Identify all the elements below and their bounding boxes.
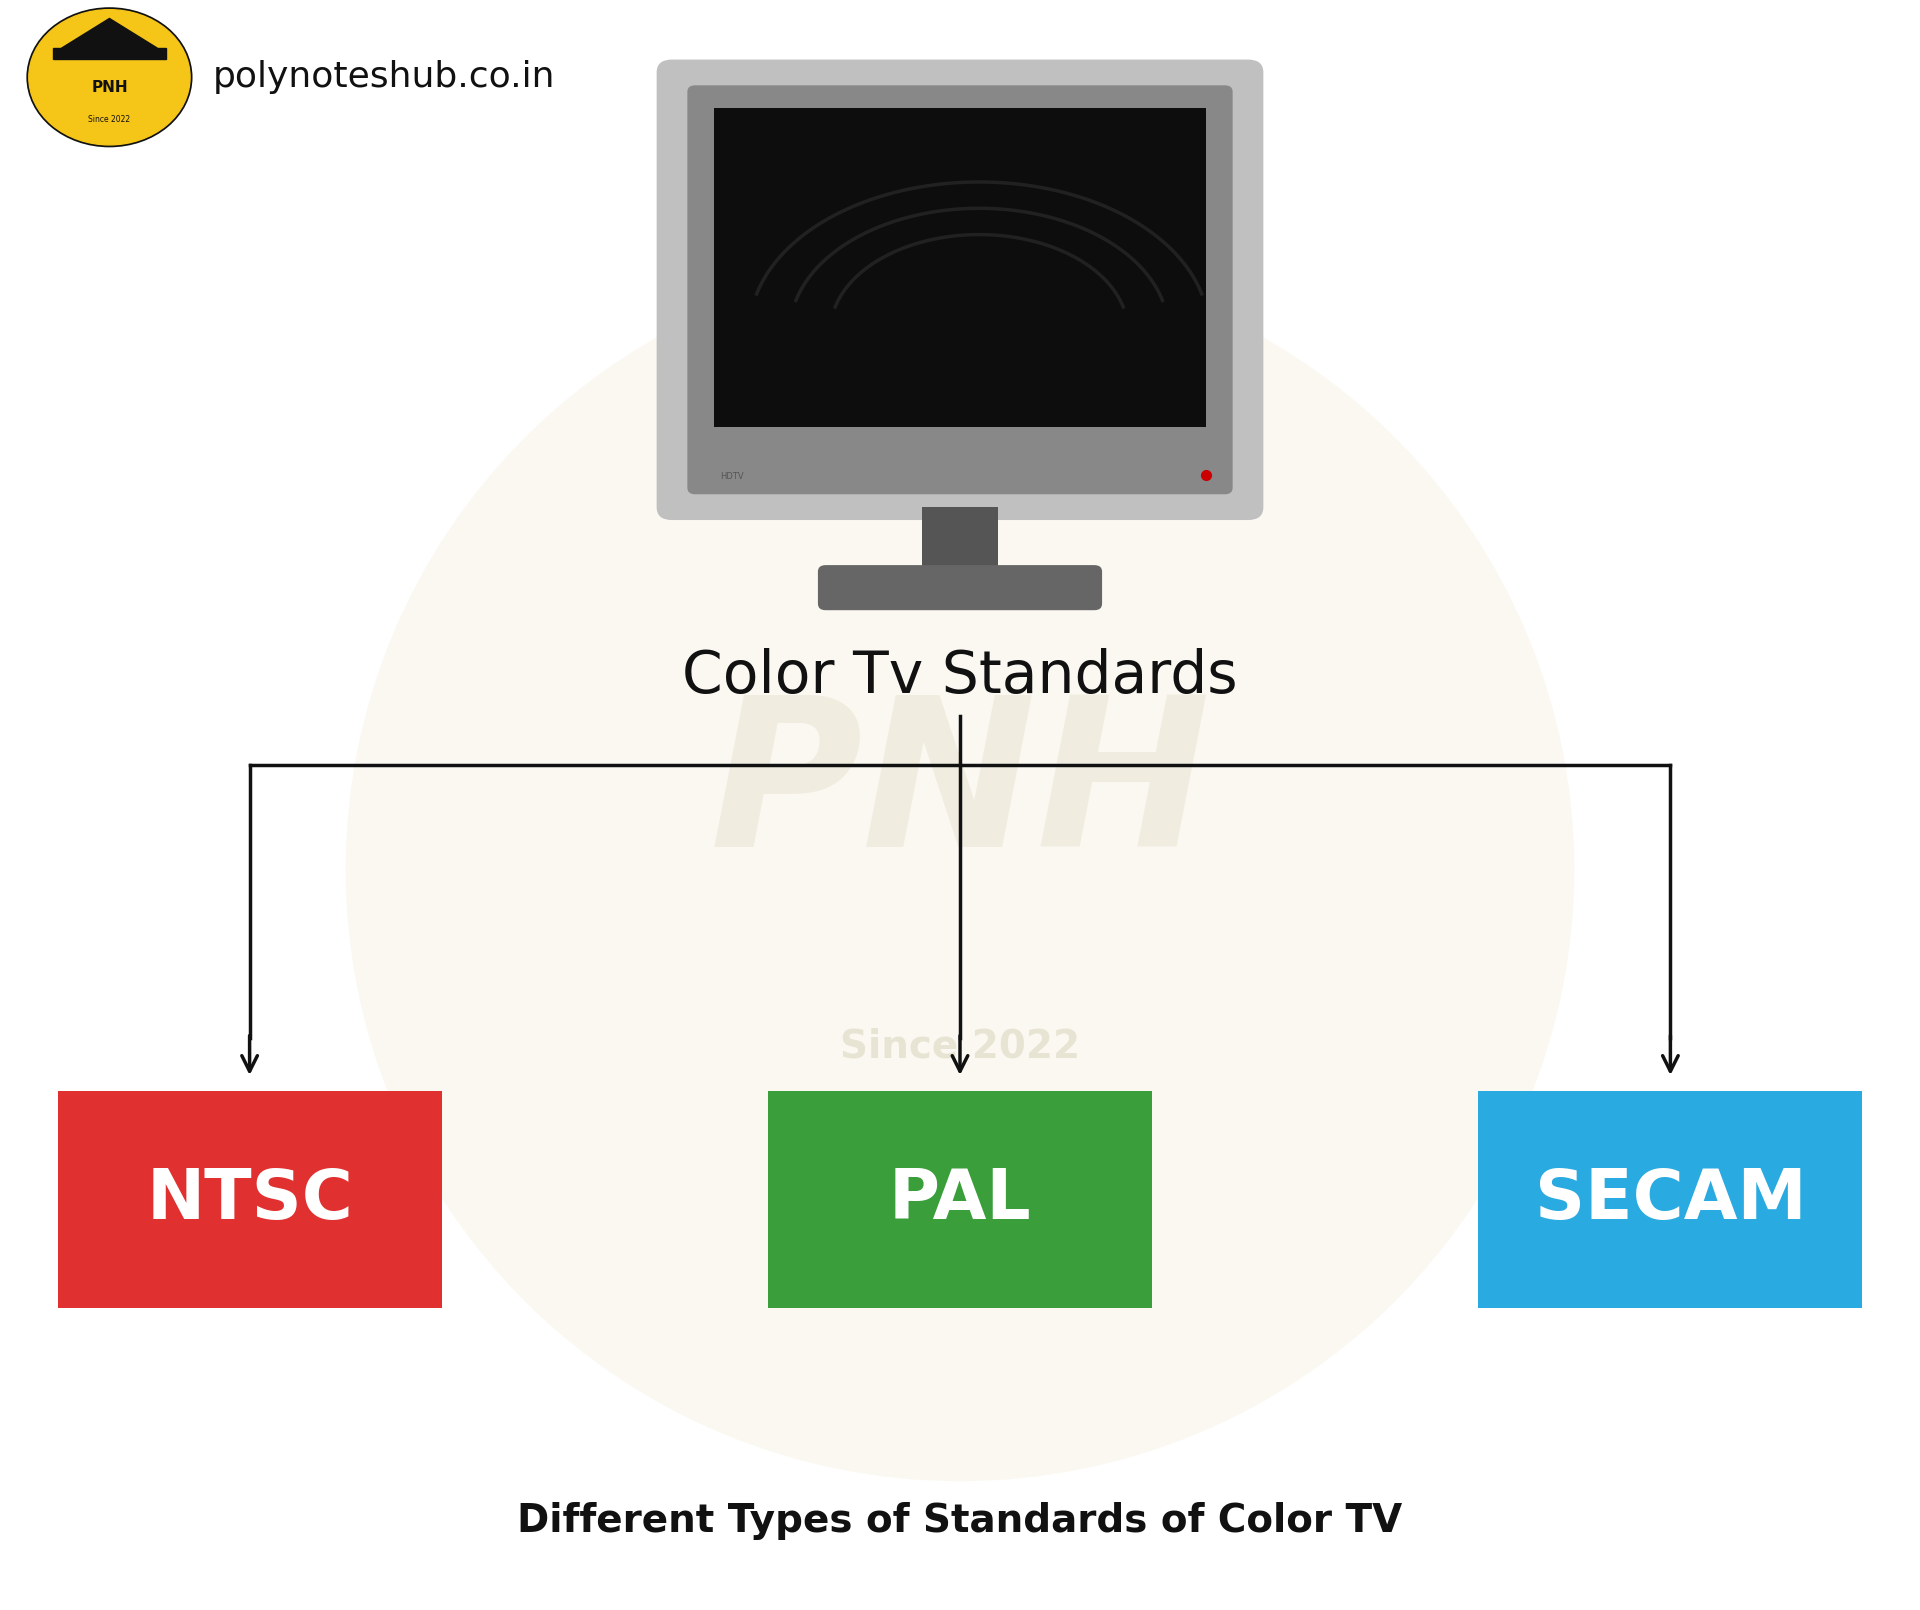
FancyBboxPatch shape	[58, 1092, 442, 1307]
Text: Color Tv Standards: Color Tv Standards	[682, 647, 1238, 705]
Polygon shape	[54, 48, 165, 60]
FancyBboxPatch shape	[922, 507, 998, 572]
FancyBboxPatch shape	[1478, 1092, 1862, 1307]
Text: PNH: PNH	[90, 80, 129, 95]
Polygon shape	[61, 18, 157, 48]
Ellipse shape	[346, 258, 1574, 1481]
Text: Since 2022: Since 2022	[839, 1027, 1081, 1066]
FancyBboxPatch shape	[687, 85, 1233, 494]
FancyBboxPatch shape	[657, 60, 1263, 520]
Text: polynoteshub.co.in: polynoteshub.co.in	[213, 60, 555, 95]
Text: HDTV: HDTV	[720, 472, 743, 481]
FancyBboxPatch shape	[768, 1092, 1152, 1307]
Text: PNH: PNH	[708, 687, 1212, 890]
FancyBboxPatch shape	[714, 108, 1206, 427]
FancyBboxPatch shape	[818, 565, 1102, 610]
Text: NTSC: NTSC	[146, 1166, 353, 1233]
Text: SECAM: SECAM	[1534, 1166, 1807, 1233]
Text: PAL: PAL	[889, 1166, 1031, 1233]
Text: Different Types of Standards of Color TV: Different Types of Standards of Color TV	[516, 1502, 1404, 1541]
Text: Since 2022: Since 2022	[88, 114, 131, 124]
Circle shape	[29, 10, 190, 145]
